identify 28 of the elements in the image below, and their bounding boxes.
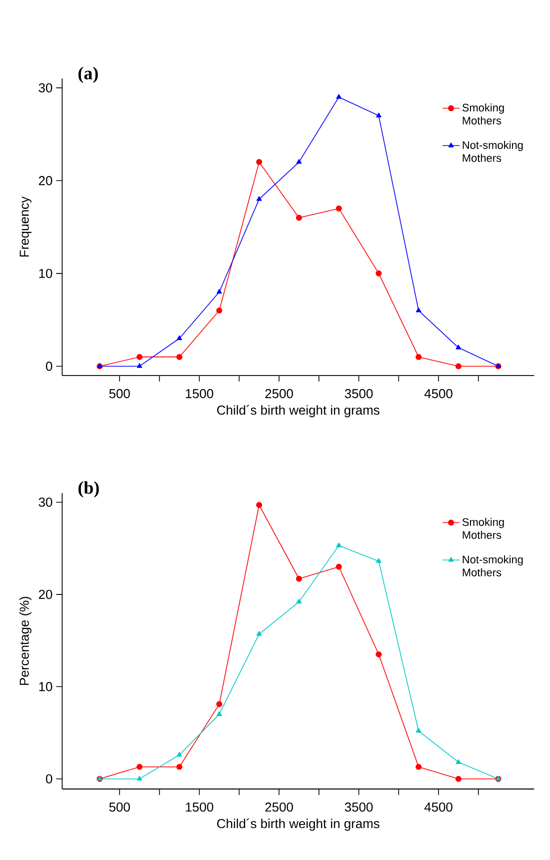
legend-label: Smoking Mothers	[462, 103, 504, 124]
legend-label: Not-smoking Mothers	[462, 140, 523, 162]
y-tick-label: 0	[46, 774, 52, 784]
y-tick-label: 20	[38, 176, 52, 186]
chart-title: (a)	[78, 66, 98, 84]
y-axis-title: Percentage (%)	[19, 596, 32, 685]
legend-label: Smoking Mothers	[462, 518, 504, 539]
x-tick-label: 1500	[186, 389, 214, 398]
y-tick-label: 0	[46, 362, 52, 371]
x-tick-label: 4500	[424, 389, 452, 398]
y-tick-label: 30	[38, 83, 52, 92]
y-tick-label: 30	[38, 498, 52, 507]
x-axis-title: Child´s birth weight in grams	[217, 818, 380, 831]
x-tick-label: 2500	[265, 389, 293, 398]
x-tick-label: 2500	[265, 802, 293, 812]
y-tick-label: 10	[39, 682, 52, 692]
legend-label: Not-smoking Mothers	[462, 555, 523, 576]
x-tick-label: 3500	[344, 389, 373, 398]
y-tick-label: 10	[39, 268, 52, 278]
x-tick-label: 3500	[344, 802, 373, 812]
x-tick-label: 4500	[424, 802, 452, 812]
x-tick-label: 500	[109, 389, 130, 398]
x-tick-label: 500	[109, 802, 130, 812]
chart-title: (b)	[78, 481, 99, 498]
x-axis-title: Child´s birth weight in grams	[217, 405, 380, 418]
y-axis-title: Frequency	[20, 196, 32, 257]
y-tick-label: 20	[38, 590, 52, 600]
x-tick-label: 1500	[186, 802, 214, 812]
